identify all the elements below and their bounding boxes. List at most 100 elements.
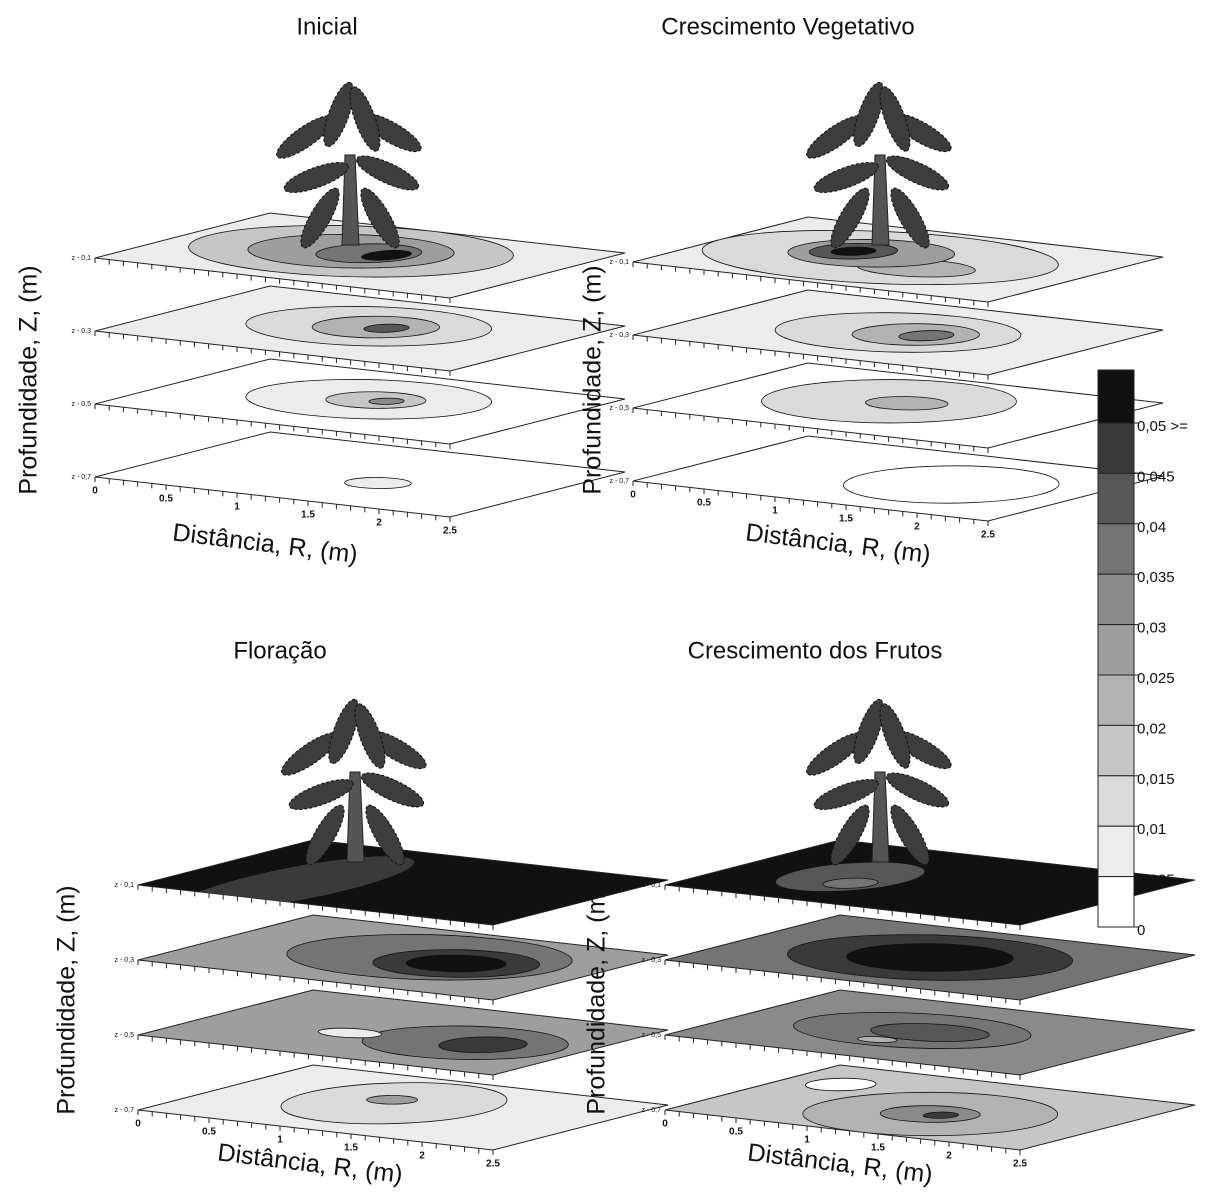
layer-label: z - 0,7 xyxy=(115,1107,135,1114)
contour xyxy=(791,1076,890,1093)
panel-title: Floração xyxy=(233,637,326,664)
contours xyxy=(235,925,624,989)
contour xyxy=(745,857,957,896)
trunk xyxy=(341,154,360,246)
layer-label: z - 0,3 xyxy=(72,328,92,335)
contour xyxy=(850,394,963,413)
layer-label: z - 0,1 xyxy=(610,259,630,266)
x-tick-label: 0.5 xyxy=(202,1127,216,1138)
colorbar-label: 0,015 xyxy=(1137,771,1175,788)
colorbar-band xyxy=(1097,876,1135,928)
contours xyxy=(130,215,572,288)
x-tick-label: 0 xyxy=(135,1119,141,1130)
contour xyxy=(351,249,422,262)
plant-illustration xyxy=(281,698,427,866)
contour xyxy=(332,475,424,490)
contours xyxy=(278,1014,607,1066)
leaf xyxy=(355,155,420,191)
layer-label: z - 0,7 xyxy=(610,478,630,485)
leaf xyxy=(300,187,340,249)
contour xyxy=(357,1094,428,1106)
contour xyxy=(355,323,419,334)
colorbar-band xyxy=(1097,472,1135,525)
contours xyxy=(713,371,1066,431)
leaf xyxy=(365,804,405,866)
contour-layer xyxy=(633,217,1163,302)
colorbar-label: 0 xyxy=(1137,922,1145,939)
contours xyxy=(201,372,537,428)
contour xyxy=(387,952,525,975)
x-tick-label: 2.5 xyxy=(443,526,457,537)
contours xyxy=(690,1076,1110,1144)
leaf xyxy=(885,155,950,191)
layer-label: z - 0,5 xyxy=(115,1032,135,1039)
leaf xyxy=(830,804,870,866)
contour xyxy=(851,1035,904,1044)
layer-label: z - 0,1 xyxy=(642,882,662,889)
layer-label: z - 0,1 xyxy=(72,255,92,262)
x-tick-label: 1.5 xyxy=(871,1143,885,1154)
plant-illustration xyxy=(806,698,952,866)
contour xyxy=(362,397,411,406)
colorbar-label: 0,05 >= xyxy=(1137,418,1188,435)
leaf xyxy=(360,187,400,249)
x-tick-label: 2 xyxy=(914,522,920,533)
y-axis-label: Profundidade, Z, (m) xyxy=(583,885,611,1114)
contour-layer xyxy=(633,363,1163,448)
y-axis-label: Profundidade, Z, (m) xyxy=(53,885,81,1114)
contour xyxy=(851,1020,1010,1046)
x-tick-label: 0 xyxy=(630,490,636,501)
y-axis-label: Profundidade, Z, (m) xyxy=(15,265,43,494)
trunk xyxy=(346,771,365,863)
contour-layer xyxy=(665,1065,1195,1150)
colorbar-label: 0,02 xyxy=(1137,720,1166,737)
layer-label: z - 0,1 xyxy=(115,882,135,889)
contours xyxy=(332,475,424,490)
x-tick-label: 0.5 xyxy=(159,494,173,505)
x-tick-label: 0.5 xyxy=(729,1127,743,1138)
x-tick-label: 1.5 xyxy=(301,510,315,521)
colorbar-label: 0,04 xyxy=(1137,519,1166,536)
colorbar-label: 0,045 xyxy=(1137,468,1175,485)
trunk xyxy=(871,771,890,863)
x-tick-label: 1 xyxy=(772,506,778,517)
contour-layer xyxy=(633,290,1163,375)
colorbar-label: 0,005 xyxy=(1137,872,1175,889)
x-tick-label: 2 xyxy=(419,1151,425,1162)
x-tick-label: 1 xyxy=(804,1135,810,1146)
leaf xyxy=(349,86,381,152)
x-axis-label: Distância, R, (m) xyxy=(746,1138,934,1188)
x-axis-label: Distância, R, (m) xyxy=(216,1138,404,1188)
plant-illustration xyxy=(806,81,952,249)
contour-layer xyxy=(95,286,625,371)
leaf xyxy=(890,187,930,249)
y-axis-label: Profundidade, Z, (m) xyxy=(579,265,607,494)
layer-label: z - 0,7 xyxy=(642,1107,662,1114)
contour xyxy=(822,246,886,257)
x-tick-label: 2 xyxy=(376,518,382,529)
leaf xyxy=(890,804,930,866)
x-tick-label: 1.5 xyxy=(344,1143,358,1154)
panel-title: Inicial xyxy=(296,13,357,40)
x-axis-label: Distância, R, (m) xyxy=(744,518,932,568)
layer-label: z - 0,5 xyxy=(72,401,92,408)
contours xyxy=(201,299,537,355)
colorbar-label: 0,03 xyxy=(1137,620,1166,637)
colorbar-band xyxy=(1097,674,1135,726)
colorbar-band xyxy=(1097,775,1135,827)
contours xyxy=(745,857,957,896)
colorbar-band xyxy=(1097,369,1135,424)
colorbar-label: 0,035 xyxy=(1137,569,1175,586)
leaf xyxy=(305,804,345,866)
contour xyxy=(888,329,966,343)
leaf xyxy=(830,187,870,249)
x-tick-label: 1 xyxy=(234,502,240,513)
contour-layer xyxy=(633,436,1163,521)
layer-label: z - 0,3 xyxy=(115,957,135,964)
leaf xyxy=(813,162,879,193)
layer-label: z - 0,5 xyxy=(642,1032,662,1039)
contours xyxy=(730,305,1066,361)
contour-layer xyxy=(665,915,1195,1000)
leaf xyxy=(853,698,885,765)
